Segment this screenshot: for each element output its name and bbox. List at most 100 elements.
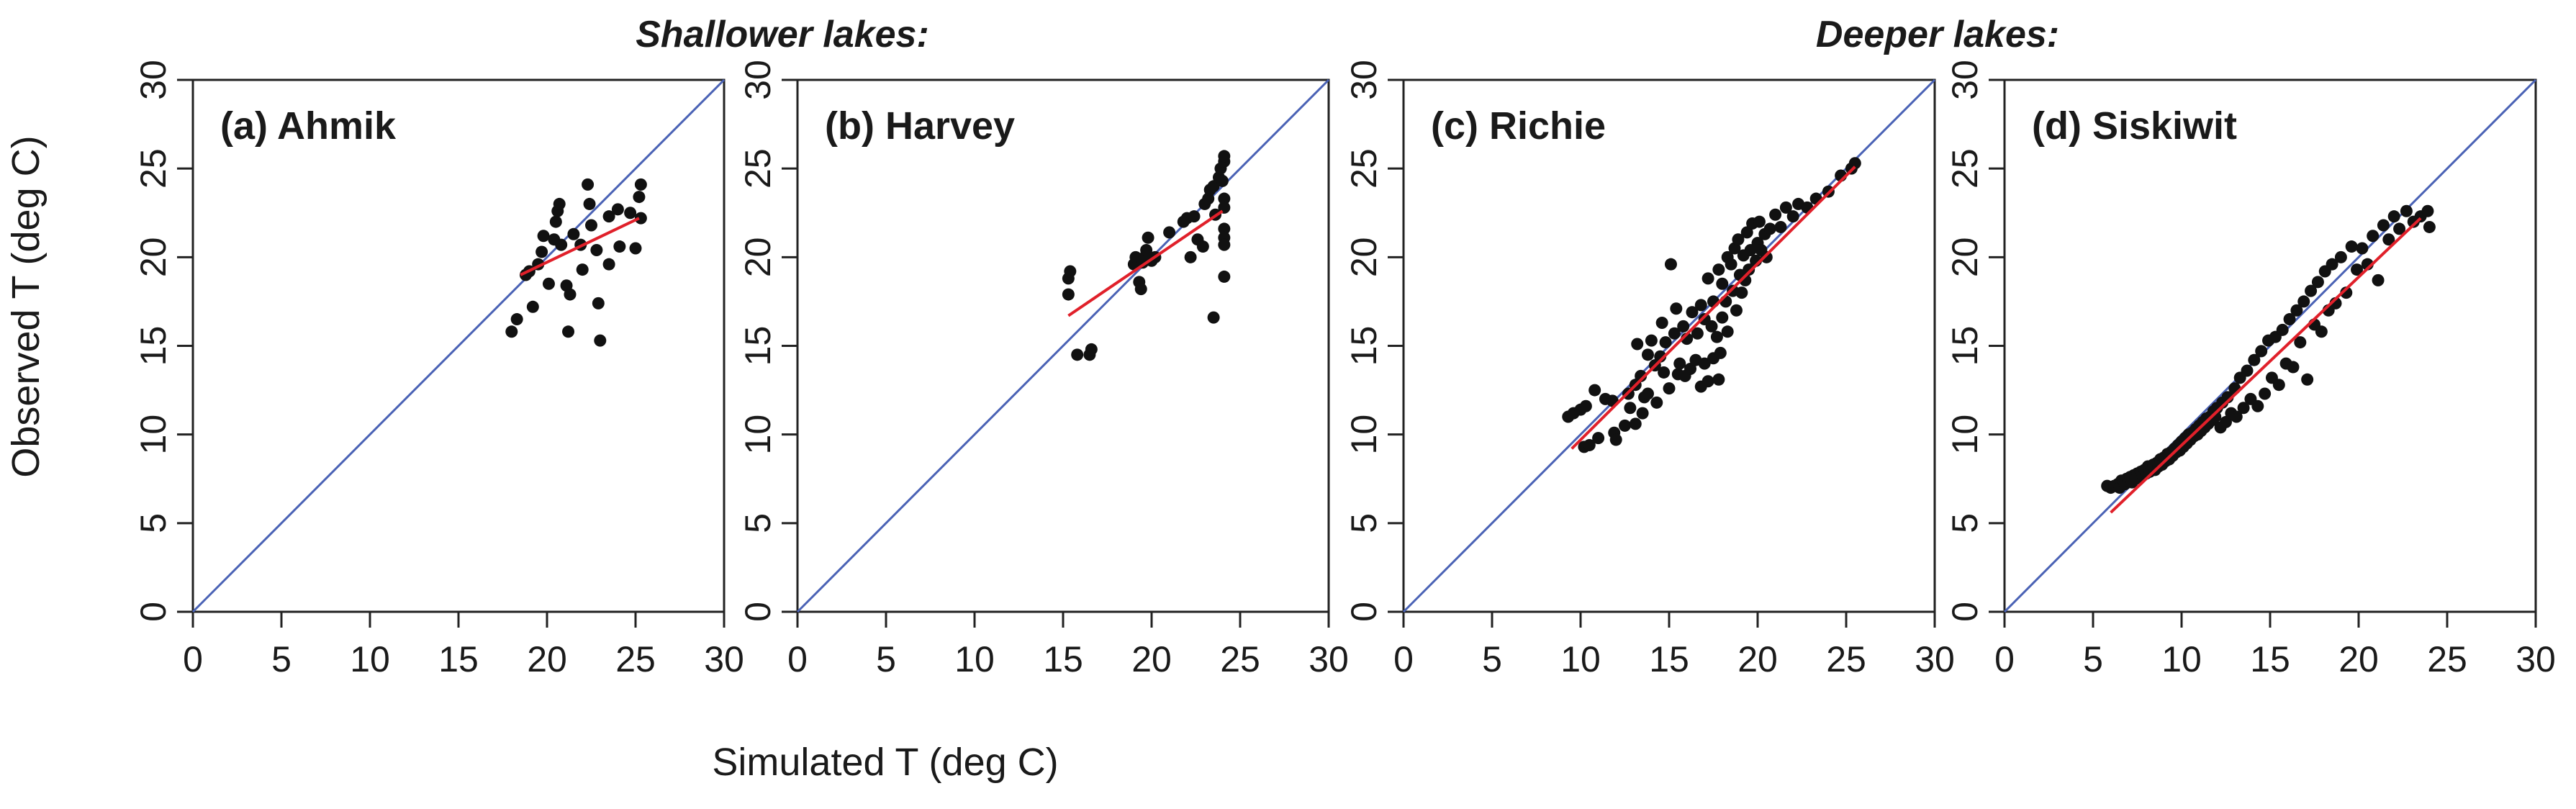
harvey-data-point — [1163, 226, 1176, 239]
harvey-y-tick-label: 30 — [738, 60, 778, 100]
siskiwit-data-point — [2305, 284, 2318, 297]
ahmik-data-point — [592, 297, 605, 309]
siskiwit-data-point — [2393, 222, 2406, 235]
harvey-data-point — [1216, 174, 1229, 187]
richie-data-point — [1701, 375, 1714, 388]
ahmik-x-tick-label: 25 — [615, 639, 656, 679]
richie-data-point — [1635, 369, 1648, 382]
siskiwit-y-tick-label: 5 — [1945, 513, 1985, 533]
siskiwit-y-tick-label: 0 — [1945, 602, 1985, 622]
x-axis-title: Simulated T (deg C) — [712, 741, 1059, 784]
richie-data-point — [1677, 320, 1690, 333]
ahmik-data-point — [602, 258, 615, 271]
richie-x-tick-label: 10 — [1560, 639, 1601, 679]
ahmik-data-point — [576, 263, 589, 276]
ahmik-data-point — [555, 238, 568, 251]
ahmik-data-point — [583, 197, 596, 210]
richie-y-tick-label: 5 — [1344, 513, 1384, 533]
siskiwit-data-point — [2387, 210, 2400, 223]
ahmik-data-point — [562, 325, 575, 338]
richie-x-tick-label: 30 — [1915, 639, 1955, 679]
siskiwit-data-point — [2315, 325, 2328, 338]
richie-x-tick-label: 0 — [1393, 639, 1414, 679]
ahmik-y-tick-label: 30 — [133, 60, 173, 100]
group-label-deeper: Deeper lakes: — [1815, 14, 2060, 55]
richie-data-point — [1716, 311, 1729, 324]
harvey-data-point — [1134, 283, 1147, 296]
siskiwit-fit-line — [2110, 217, 2422, 514]
richie-x-tick-label: 15 — [1649, 639, 1689, 679]
richie-x-tick-label: 25 — [1826, 639, 1866, 679]
ahmik-x-tick-label: 0 — [183, 639, 203, 679]
richie-y-tick-label: 0 — [1344, 602, 1384, 622]
harvey-y-tick-label: 0 — [738, 602, 778, 622]
siskiwit-data-point — [2345, 240, 2358, 253]
richie-data-point — [1769, 208, 1782, 221]
richie-data-point — [1631, 338, 1644, 351]
richie-data-point — [1848, 157, 1861, 170]
harvey-data-point — [1062, 288, 1075, 301]
y-axis-title: Observed T (deg C) — [4, 135, 48, 478]
harvey-x-tick-label: 15 — [1043, 639, 1083, 679]
harvey-fit-line — [1067, 209, 1224, 317]
richie-data-point — [1760, 250, 1773, 263]
richie-data-point — [1774, 220, 1787, 233]
ahmik-data-point — [590, 243, 603, 256]
ahmik-y-tick-label: 5 — [133, 513, 173, 533]
siskiwit-data-point — [2287, 361, 2300, 374]
siskiwit-data-point — [2421, 204, 2434, 217]
siskiwit-data-point — [2251, 399, 2264, 412]
richie-data-point — [1583, 438, 1596, 451]
siskiwit-panel-title: (d) Siskiwit — [2032, 104, 2237, 148]
ahmik-data-point — [634, 212, 647, 225]
richie-x-tick-label: 5 — [1482, 639, 1502, 679]
harvey-data-point — [1064, 265, 1077, 278]
richie-data-point — [1645, 334, 1658, 347]
richie-data-point — [1716, 277, 1729, 290]
siskiwit-data-point — [2276, 323, 2289, 336]
harvey-x-tick-label: 20 — [1131, 639, 1172, 679]
siskiwit-y-tick-label: 30 — [1945, 60, 1985, 100]
harvey-data-point — [1196, 240, 1209, 253]
richie-data-point — [1658, 366, 1671, 379]
richie-data-point — [1579, 399, 1592, 412]
harvey-data-point — [1140, 243, 1153, 256]
siskiwit-data-point — [2340, 286, 2353, 299]
ahmik-x-tick-label: 20 — [527, 639, 567, 679]
richie-data-point — [1705, 320, 1718, 333]
siskiwit-data-point — [2372, 274, 2385, 286]
richie-data-point — [1786, 210, 1799, 223]
richie-data-point — [1712, 263, 1725, 276]
ahmik-data-point — [510, 313, 523, 326]
ahmik-data-point — [535, 245, 548, 258]
group-label-shallower: Shallower lakes: — [636, 14, 929, 55]
siskiwit-data-point — [2400, 204, 2413, 217]
siskiwit-data-point — [2351, 263, 2364, 276]
harvey-one-to-one-line — [796, 78, 1330, 613]
richie-y-tick-label: 30 — [1344, 60, 1384, 100]
siskiwit-x-tick-label: 5 — [2083, 639, 2103, 679]
ahmik-data-point — [526, 300, 539, 313]
harvey-y-tick-label: 15 — [738, 326, 778, 366]
richie-data-point — [1686, 306, 1699, 319]
siskiwit-x-tick-label: 25 — [2427, 639, 2467, 679]
ahmik-data-point — [505, 325, 518, 338]
siskiwit-data-point — [2283, 313, 2296, 326]
ahmik-data-point — [634, 178, 647, 191]
ahmik-data-point — [611, 203, 624, 216]
harvey-x-tick-label: 25 — [1220, 639, 1260, 679]
ahmik-data-point — [585, 219, 597, 232]
siskiwit-data-point — [2272, 379, 2285, 392]
harvey-panel-title: (b) Harvey — [825, 104, 1015, 148]
richie-data-point — [1725, 258, 1737, 271]
harvey-data-point — [1218, 192, 1231, 205]
harvey-y-tick-label: 25 — [738, 148, 778, 189]
siskiwit-data-point — [2290, 304, 2303, 317]
harvey-x-tick-label: 0 — [787, 639, 808, 679]
siskiwit-data-point — [2367, 230, 2380, 243]
harvey-data-point — [1207, 180, 1220, 193]
ahmik-data-point — [629, 242, 642, 255]
ahmik-one-to-one-line — [191, 78, 726, 613]
